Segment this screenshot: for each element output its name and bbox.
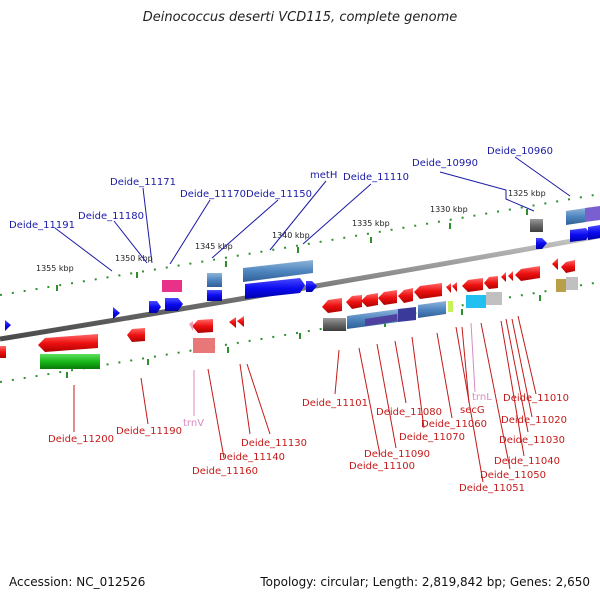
gene-label-top[interactable]: Deide_10960: [487, 146, 553, 157]
gene-label-bottom[interactable]: trnV: [183, 418, 204, 429]
gene-forward[interactable]: [149, 301, 161, 313]
gene-forward[interactable]: [5, 320, 11, 331]
gene-reverse[interactable]: [193, 338, 215, 353]
gene-reverse[interactable]: [237, 316, 244, 327]
gene-label-bottom[interactable]: Deide_11050: [480, 470, 546, 481]
gene-label-bottom[interactable]: Deide_11090: [364, 449, 430, 460]
gene-reverse[interactable]: [446, 283, 451, 293]
gene-label-bottom[interactable]: Deide_11030: [499, 435, 565, 446]
gene-label-bottom[interactable]: Deide_11020: [501, 415, 567, 426]
gene-reverse[interactable]: [361, 293, 378, 307]
gene-reverse[interactable]: [501, 272, 506, 282]
gene-reverse[interactable]: [127, 328, 145, 342]
gene-rrna[interactable]: [40, 354, 100, 369]
gene-forward[interactable]: [243, 260, 313, 282]
gene-reverse[interactable]: [462, 278, 483, 292]
gene-forward[interactable]: [585, 206, 600, 222]
gene-forward[interactable]: [306, 281, 317, 292]
gene-label-bottom[interactable]: Deide_11051: [459, 483, 525, 494]
gene-reverse-block[interactable]: [556, 279, 566, 292]
gene-forward[interactable]: [245, 278, 305, 299]
gene-forward[interactable]: [207, 273, 222, 287]
gene-reverse[interactable]: [398, 288, 413, 303]
gene-label-bottom[interactable]: Deide_11100: [349, 461, 415, 472]
gene-forward[interactable]: [113, 307, 120, 319]
gene-reverse-block[interactable]: [466, 295, 486, 308]
gene-forward[interactable]: [566, 208, 586, 225]
gene-reverse-block[interactable]: [418, 301, 446, 318]
gene-label-bottom[interactable]: secG: [460, 405, 485, 416]
scale-label: 1330 kbp: [430, 205, 468, 214]
genome-summary-text: Topology: circular; Length: 2,819,842 bp…: [260, 575, 590, 589]
gene-label-bottom[interactable]: Deide_11130: [241, 438, 307, 449]
scale-label: 1355 kbp: [36, 264, 74, 273]
gene-forward[interactable]: [165, 298, 183, 311]
gene-label-bottom[interactable]: Deide_11101: [302, 398, 368, 409]
gene-forward[interactable]: [536, 238, 547, 249]
gene-reverse-block[interactable]: [566, 277, 578, 290]
gene-reverse[interactable]: [378, 290, 397, 305]
gene-label-bottom[interactable]: Deide_11040: [494, 456, 560, 467]
gene-label-top[interactable]: Deide_10990: [412, 158, 478, 169]
gene-reverse[interactable]: [229, 317, 236, 328]
scale-label: 1340 kbp: [272, 231, 310, 240]
gene-reverse-block[interactable]: [323, 318, 346, 331]
gene-reverse-block[interactable]: [486, 292, 502, 305]
map-title: Deinococcus deserti VCD115, complete gen…: [142, 10, 458, 25]
gene-label-bottom[interactable]: Deide_11160: [192, 466, 258, 477]
gene-label-bottom[interactable]: Deide_11140: [219, 452, 285, 463]
gene-label-top[interactable]: Deide_11191: [9, 220, 75, 231]
gene-reverse-block[interactable]: [365, 314, 397, 326]
gene-reverse[interactable]: [414, 283, 442, 299]
gene-trna[interactable]: [189, 321, 193, 331]
gene-label-top[interactable]: Deide_11150: [246, 189, 312, 200]
gene-forward[interactable]: [588, 225, 600, 240]
scale-label: 1325 kbp: [508, 189, 546, 198]
scale-label: 1345 kbp: [195, 242, 233, 251]
gene-reverse[interactable]: [0, 346, 6, 358]
reverse-genes: [0, 258, 578, 369]
major-ticks-outer: [56, 209, 528, 291]
gene-label-bottom[interactable]: Deide_11010: [503, 393, 569, 404]
scale-track-outer: [0, 193, 600, 296]
gene-reverse[interactable]: [508, 271, 513, 281]
gene-trna[interactable]: [448, 301, 453, 312]
scale-label: 1350 kbp: [115, 254, 153, 263]
gene-forward[interactable]: [162, 280, 182, 292]
gene-reverse[interactable]: [452, 282, 457, 292]
gene-label-bottom[interactable]: Deide_11080: [376, 407, 442, 418]
gene-reverse[interactable]: [192, 319, 213, 333]
gene-label-top[interactable]: Deide_11171: [110, 177, 176, 188]
gene-reverse[interactable]: [484, 276, 498, 289]
gene-reverse-block[interactable]: [398, 307, 416, 322]
rna-connectors: [193, 322, 476, 416]
top-connectors: [54, 156, 571, 272]
gene-label-bottom[interactable]: Deide_11060: [421, 419, 487, 430]
major-ticks-inner: [66, 295, 541, 378]
gene-label-top[interactable]: metH: [310, 170, 337, 181]
gene-forward[interactable]: [570, 228, 590, 242]
gene-reverse[interactable]: [346, 295, 362, 309]
gene-reverse[interactable]: [322, 298, 342, 313]
gene-label-top[interactable]: Deide_11180: [78, 211, 144, 222]
bottom-connectors: [73, 315, 537, 483]
scale-label: 1335 kbp: [352, 219, 390, 228]
gene-reverse[interactable]: [561, 260, 575, 273]
gene-reverse[interactable]: [515, 266, 540, 281]
gene-label-bottom[interactable]: Deide_11190: [116, 426, 182, 437]
gene-label-bottom[interactable]: Deide_11200: [48, 434, 114, 445]
gene-forward[interactable]: [530, 219, 543, 232]
gene-forward[interactable]: [207, 290, 222, 301]
gene-label-top[interactable]: Deide_11170: [180, 189, 246, 200]
gene-label-bottom[interactable]: Deide_11070: [399, 432, 465, 443]
gene-reverse[interactable]: [552, 258, 558, 270]
gene-label-bottom[interactable]: trnL: [472, 392, 492, 403]
gene-reverse[interactable]: [38, 334, 98, 352]
accession-text: Accession: NC_012526: [9, 575, 146, 589]
gene-label-top[interactable]: Deide_11110: [343, 172, 409, 183]
forward-genes: [5, 206, 600, 331]
